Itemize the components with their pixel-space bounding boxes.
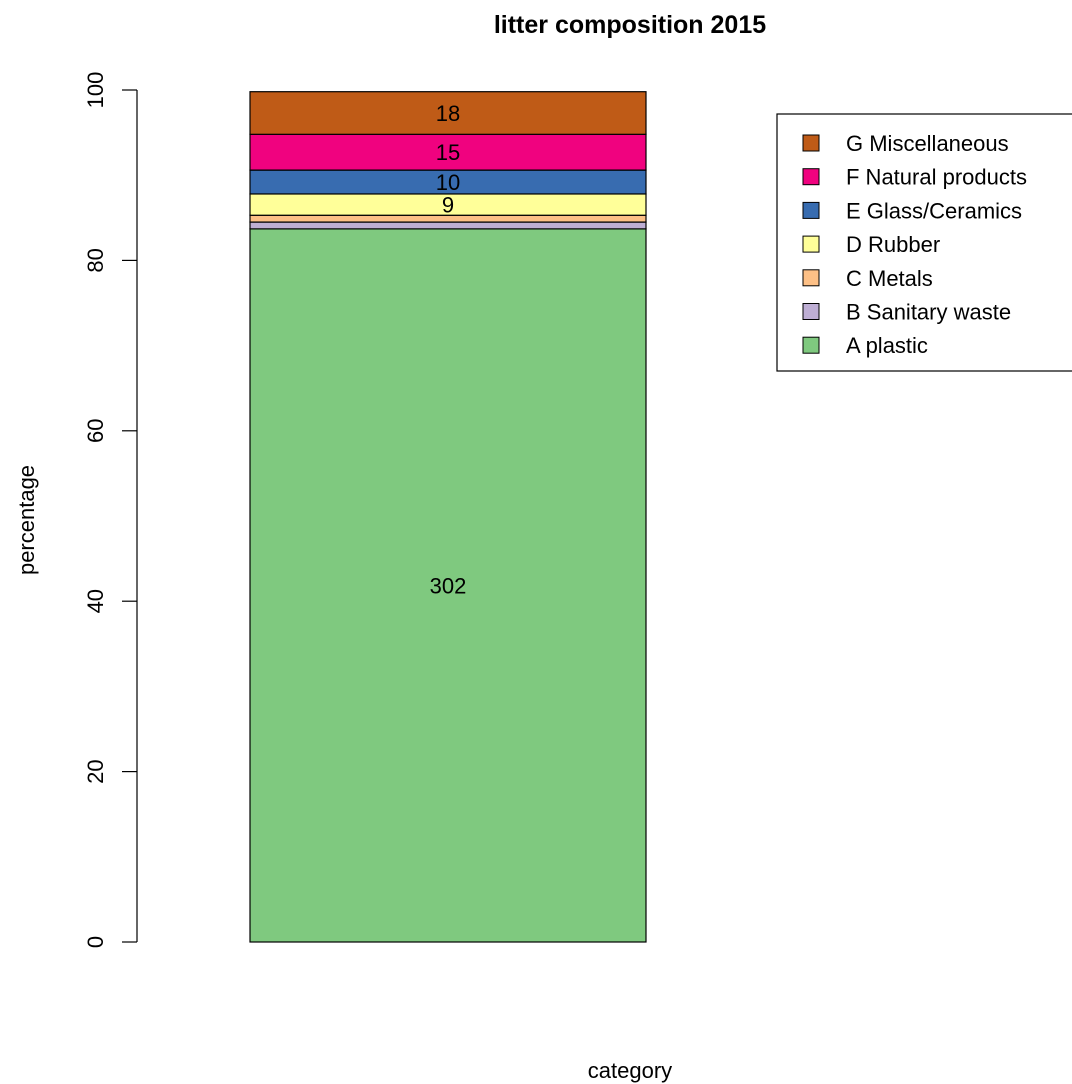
- legend-swatch: [802, 201, 820, 219]
- chart-title: litter composition 2015: [494, 11, 766, 39]
- legend-label: C Metals: [846, 266, 933, 291]
- legend-label: F Natural products: [846, 165, 1027, 190]
- bar-stack: [249, 91, 647, 943]
- legend-swatch: [802, 168, 820, 186]
- legend-label: A plastic: [846, 333, 928, 358]
- legend-swatch: [802, 134, 820, 152]
- y-tick-label: 60: [83, 419, 108, 443]
- y-tick-label: 40: [83, 589, 108, 613]
- legend-swatch: [802, 269, 820, 287]
- y-tick-label: 100: [83, 72, 108, 109]
- y-tick-label: 0: [83, 936, 108, 948]
- bar-segment: [249, 228, 647, 943]
- bar-data-label: 10: [436, 170, 460, 195]
- legend-label: E Glass/Ceramics: [846, 198, 1022, 223]
- legend-label: B Sanitary waste: [846, 300, 1011, 325]
- bar-data-label: 9: [442, 193, 454, 218]
- legend-swatch: [802, 235, 820, 253]
- bar-data-label: 18: [436, 101, 460, 126]
- x-axis-label: category: [588, 1058, 672, 1083]
- legend-swatch: [802, 336, 820, 354]
- y-tick-label: 20: [83, 759, 108, 783]
- bar-data-label: 15: [436, 140, 460, 165]
- bar-segment: [249, 221, 647, 230]
- y-tick-label: 80: [83, 248, 108, 272]
- legend-swatch: [802, 303, 820, 320]
- y-axis-label: percentage: [14, 465, 39, 575]
- legend-label: G Miscellaneous: [846, 131, 1009, 156]
- bar-data-label: 302: [430, 573, 467, 598]
- legend-label: D Rubber: [846, 232, 940, 257]
- legend: G Miscellaneous F Natural products E Glass…: [776, 113, 1072, 372]
- y-axis: 0 20 40 60 80 100: [83, 72, 138, 948]
- legend-box: [776, 113, 1072, 372]
- bar-segment: [249, 91, 647, 135]
